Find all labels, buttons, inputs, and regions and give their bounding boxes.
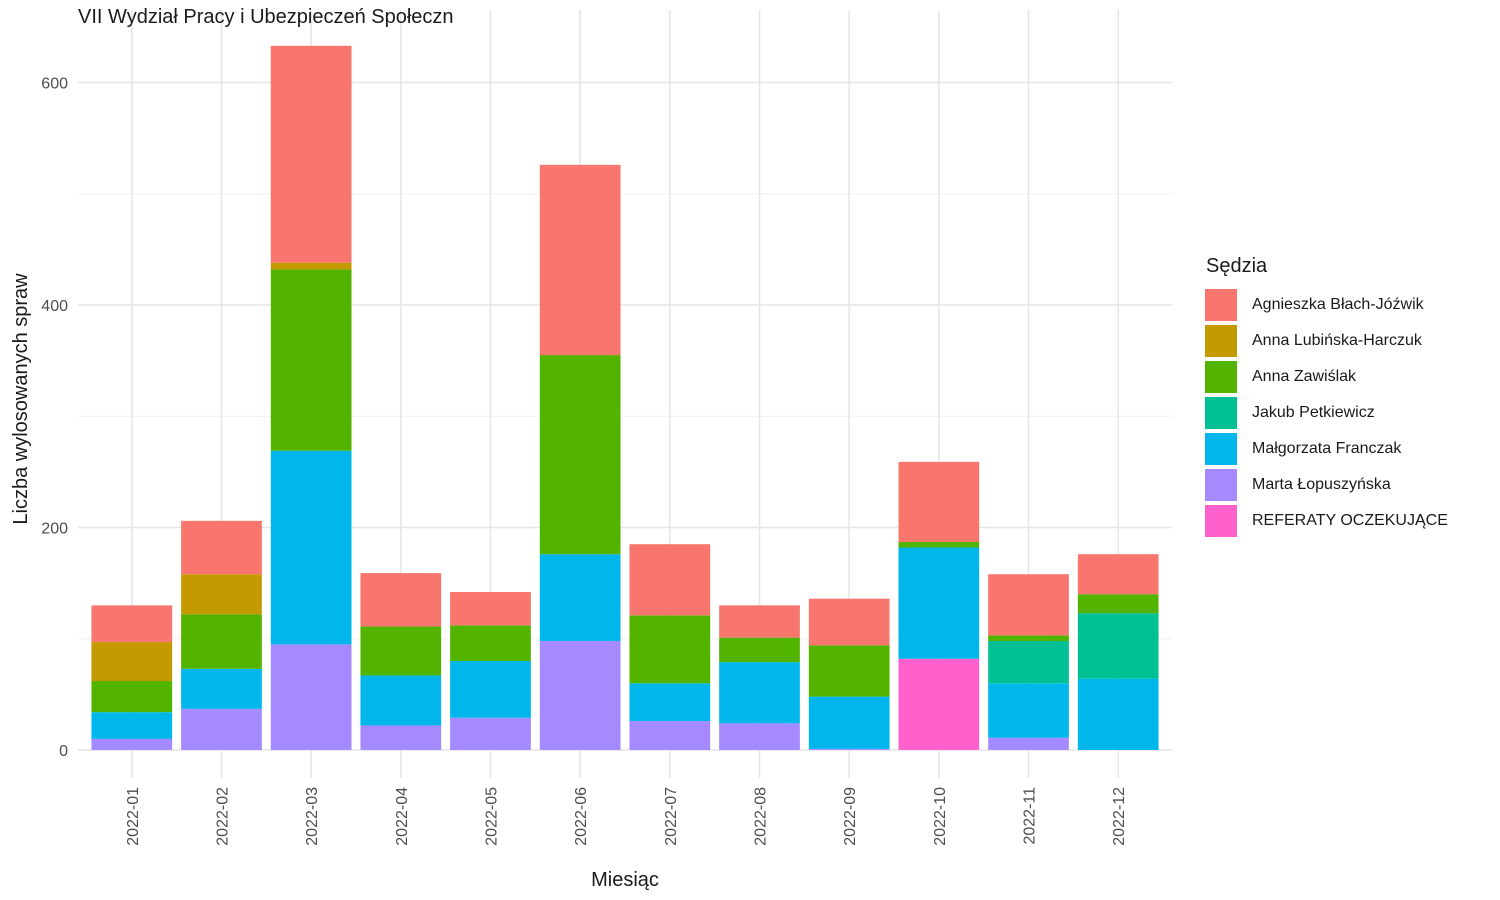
- bar-segment: [629, 721, 711, 750]
- legend-label: Agnieszka Błach-Jóźwik: [1252, 296, 1424, 313]
- legend-label: Anna Zawiślak: [1252, 368, 1357, 385]
- bar-segment: [988, 737, 1069, 750]
- bar-segment: [270, 450, 352, 645]
- y-axis-label: Liczba wylosowanych spraw: [10, 273, 32, 525]
- legend-item: Jakub Petkiewicz: [1205, 395, 1448, 431]
- bar-segment: [808, 645, 890, 697]
- bar-segment: [360, 725, 442, 750]
- bar-segment: [898, 541, 980, 548]
- x-tick-label: 2022-09: [842, 787, 859, 846]
- bar-segment: [450, 661, 531, 718]
- bar-segment: [719, 723, 800, 750]
- legend-item: Anna Lubińska-Harczuk: [1205, 323, 1448, 359]
- x-tick-label: 2022-07: [663, 787, 680, 846]
- bar-segment: [91, 738, 173, 750]
- legend-swatch: [1205, 289, 1237, 321]
- x-axis-ticks: 2022-01 2022-02 2022-03 2022-04 2022-05 2022-…: [125, 787, 1128, 846]
- bar-segment: [988, 640, 1069, 684]
- bar-segment: [91, 712, 173, 739]
- legend-label: REFERATY OCZEKUJĄCE: [1252, 512, 1448, 529]
- bar-segment: [270, 269, 352, 451]
- legend-swatch: [1205, 505, 1237, 537]
- bars: [91, 45, 1159, 750]
- x-tick-label: 2022-10: [932, 787, 949, 846]
- legend-swatch: [1205, 325, 1237, 357]
- bar-segment: [450, 592, 531, 626]
- x-tick-label: 2022-06: [573, 787, 590, 846]
- y-tick-label: 0: [59, 743, 68, 760]
- legend-label: Anna Lubińska-Harczuk: [1252, 332, 1422, 349]
- bar-segment: [1077, 594, 1159, 614]
- bar-segment: [360, 573, 442, 627]
- x-tick-label: 2022-01: [125, 787, 142, 846]
- bar-segment: [181, 574, 262, 615]
- legend-item: Anna Zawiślak: [1205, 359, 1448, 395]
- bar-segment: [181, 708, 262, 750]
- bar-segment: [988, 635, 1069, 641]
- bar-segment: [450, 625, 531, 661]
- bar-segment: [360, 626, 442, 676]
- bar-segment: [181, 520, 262, 575]
- x-tick-label: 2022-12: [1111, 787, 1128, 846]
- bar-segment: [719, 662, 800, 724]
- bar-segment: [898, 461, 980, 542]
- legend-swatch: [1205, 361, 1237, 393]
- legend-items: Agnieszka Błach-Jóźwik Anna Lubińska-Harc…: [1205, 287, 1448, 539]
- bar-segment: [539, 164, 621, 356]
- bar-segment: [181, 614, 262, 669]
- legend-label: Marta Łopuszyńska: [1252, 476, 1391, 493]
- bar-segment: [450, 717, 531, 750]
- x-axis-label: Miesiąc: [591, 869, 659, 891]
- bar-segment: [360, 675, 442, 726]
- bar-segment: [808, 748, 890, 750]
- legend: Sędzia Agnieszka Błach-Jóźwik Anna Lubińs…: [1205, 255, 1448, 539]
- legend-label: Jakub Petkiewicz: [1252, 404, 1375, 421]
- bar-segment: [270, 644, 352, 750]
- bar-segment: [1077, 613, 1159, 679]
- legend-item: REFERATY OCZEKUJĄCE: [1205, 503, 1448, 539]
- x-tick-label: 2022-03: [304, 787, 321, 846]
- legend-swatch: [1205, 433, 1237, 465]
- x-tick-label: 2022-02: [214, 787, 231, 846]
- y-tick-label: 200: [41, 521, 68, 538]
- chart-title: VII Wydział Pracy i Ubezpieczeń Społeczn: [78, 6, 454, 28]
- bar-segment: [181, 668, 262, 709]
- bar-segment: [539, 640, 621, 750]
- x-tick-label: 2022-04: [394, 787, 411, 846]
- bar-segment: [91, 605, 173, 643]
- y-tick-label: 400: [41, 298, 68, 315]
- bar-segment: [898, 547, 980, 659]
- bar-segment: [270, 262, 352, 270]
- legend-title: Sędzia: [1206, 255, 1268, 277]
- bar-segment: [629, 544, 711, 616]
- legend-item: Marta Łopuszyńska: [1205, 467, 1448, 503]
- bar-segment: [539, 355, 621, 555]
- y-axis-ticks: 0 200 400 600: [41, 76, 68, 761]
- bar-segment: [629, 615, 711, 684]
- legend-swatch: [1205, 469, 1237, 501]
- bar-segment: [270, 45, 352, 263]
- x-tick-label: 2022-05: [483, 787, 500, 846]
- legend-item: Agnieszka Błach-Jóźwik: [1205, 287, 1448, 323]
- bar-segment: [988, 683, 1069, 738]
- bar-segment: [988, 574, 1069, 636]
- bar-segment: [91, 681, 173, 713]
- bar-segment: [1077, 678, 1159, 750]
- legend-item: Małgorzata Franczak: [1205, 431, 1448, 467]
- bar-segment: [1077, 554, 1159, 595]
- bar-segment: [898, 658, 980, 750]
- bar-segment: [719, 605, 800, 638]
- y-tick-label: 600: [41, 76, 68, 93]
- x-tick-label: 2022-11: [1022, 787, 1039, 845]
- bar-segment: [719, 637, 800, 663]
- legend-swatch: [1205, 397, 1237, 429]
- bar-segment: [808, 696, 890, 749]
- x-tick-label: 2022-08: [753, 787, 770, 846]
- bar-segment: [808, 598, 890, 646]
- bar-segment: [629, 683, 711, 722]
- bar-segment: [539, 554, 621, 641]
- legend-label: Małgorzata Franczak: [1252, 440, 1402, 457]
- bar-segment: [91, 642, 173, 682]
